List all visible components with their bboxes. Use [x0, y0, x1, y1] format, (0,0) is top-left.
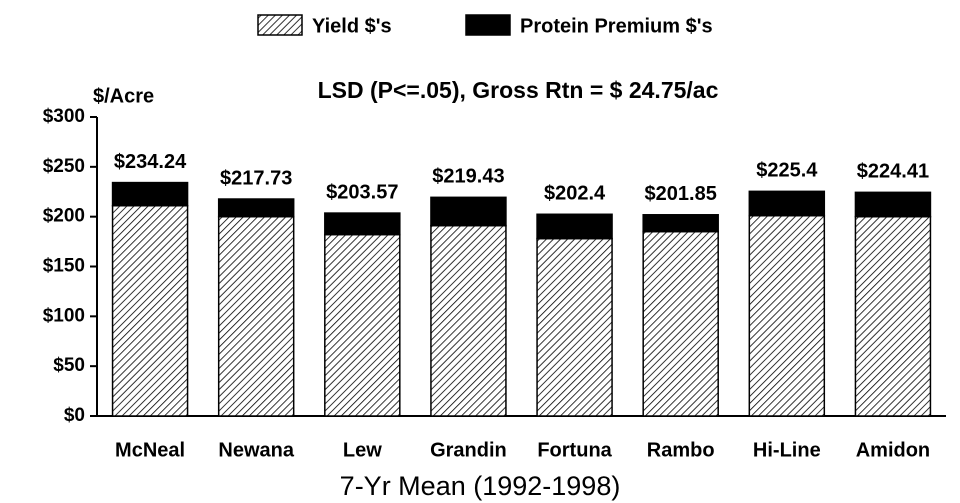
x-tick-label: Rambo	[647, 439, 715, 461]
y-tick-label: $250	[43, 156, 85, 177]
y-tick-label: $0	[64, 405, 85, 426]
x-tick-label: Hi-Line	[753, 439, 821, 461]
x-tick-label: Newana	[218, 439, 294, 461]
x-tick-label: Lew	[343, 439, 382, 461]
y-tick-label: $300	[43, 106, 85, 127]
total-label: $234.24	[114, 151, 187, 173]
x-tick-label: Amidon	[856, 439, 930, 461]
subtitle: LSD (P<=.05), Gross Rtn = $ 24.75/ac	[318, 77, 719, 103]
y-tick-label: $200	[43, 206, 85, 227]
legend-swatch	[257, 14, 303, 36]
bar-segment	[536, 237, 613, 417]
bar-segment	[324, 233, 401, 417]
bar-segment	[324, 212, 401, 236]
bar-segment	[748, 190, 826, 217]
legend-swatch	[465, 14, 511, 36]
y-axis-label: $/Acre	[93, 85, 154, 107]
x-axis-label: 7-Yr Mean (1992-1998)	[340, 471, 621, 501]
bar-segment	[430, 224, 507, 417]
x-tick-label: McNeal	[115, 439, 185, 461]
total-label: $202.4	[544, 183, 606, 205]
y-tick-label: $50	[53, 355, 85, 376]
y-tick-label: $100	[43, 305, 85, 326]
total-label: $201.85	[645, 183, 717, 205]
legend-label: Yield $'s	[312, 15, 392, 37]
bar-segment	[854, 215, 932, 417]
bar-segment	[642, 214, 719, 233]
total-label: $203.57	[326, 181, 398, 203]
bar-segment	[854, 191, 932, 218]
bar-segment	[111, 181, 189, 207]
bar-segment	[536, 213, 613, 240]
y-tick-label: $150	[43, 256, 85, 277]
total-label: $224.41	[857, 161, 929, 183]
total-label: $225.4	[756, 160, 818, 182]
bar-segment	[430, 196, 507, 227]
x-tick-label: Fortuna	[537, 439, 612, 461]
legend-label: Protein Premium $'s	[520, 15, 713, 37]
total-label: $217.73	[220, 167, 292, 189]
bar-segment	[111, 204, 189, 417]
bar-segment	[217, 198, 295, 218]
bar-segment	[217, 215, 295, 417]
total-label: $219.43	[432, 166, 504, 188]
x-tick-label: Grandin	[430, 439, 507, 461]
bar-segment	[748, 214, 826, 417]
bar-segment	[642, 230, 719, 417]
